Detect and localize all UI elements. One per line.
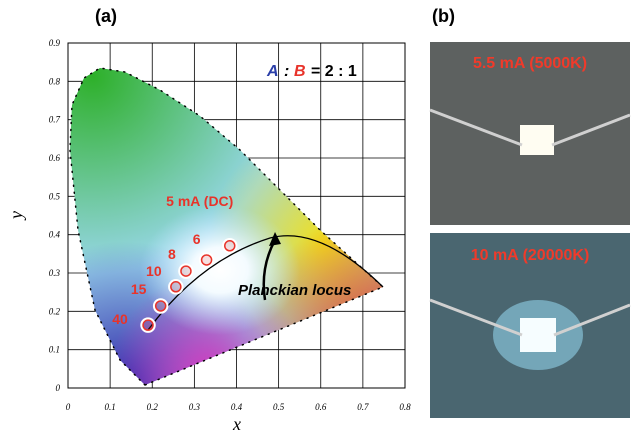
point-label: 8 (168, 246, 176, 262)
probe (551, 113, 631, 147)
photo: 5.5 mA (5000K) (429, 42, 631, 225)
y-tick-label: 0.5 (49, 191, 61, 201)
photo-caption: 10 mA (20000K) (471, 247, 590, 264)
arrow-head (269, 232, 281, 246)
x-tick-label: 0 (66, 402, 71, 412)
y-tick-label: 0.3 (49, 268, 61, 278)
ratio-b: B (294, 63, 306, 80)
data-point (178, 263, 194, 279)
data-point-ring (142, 319, 154, 331)
x-tick-label: 0.2 (147, 402, 159, 412)
y-tick-label: 0.2 (49, 306, 61, 316)
probe (429, 298, 523, 337)
ratio: A : B = 2 : 1 (266, 63, 357, 80)
x-tick-label: 0.6 (315, 402, 327, 412)
data-point (168, 279, 184, 295)
ratio-rest: = 2 : 1 (311, 63, 357, 80)
photo: 10 mA (20000K) (429, 233, 631, 418)
probe (553, 303, 631, 337)
point-label: 5 mA (DC) (166, 193, 233, 209)
panel-label: (b) (432, 6, 455, 26)
data-point-ring (180, 265, 192, 277)
spectral-locus (69, 67, 385, 386)
led-glow (520, 318, 556, 352)
y-tick-label: 0.7 (49, 115, 61, 125)
y-tick-label: 0.1 (49, 345, 60, 355)
led-glow (520, 125, 554, 155)
data-point (222, 238, 238, 254)
point-label: 10 (146, 263, 162, 279)
photo-caption: 5.5 mA (5000K) (473, 55, 587, 72)
x-tick-label: 0.8 (399, 402, 411, 412)
x-tick-label: 0.5 (273, 402, 285, 412)
panel-label: (a) (95, 6, 117, 26)
x-tick-label: 0.3 (189, 402, 201, 412)
data-point (152, 298, 169, 314)
x-tick-label: 0.1 (105, 402, 116, 412)
data-point (198, 252, 215, 268)
y-tick-label: 0.8 (49, 76, 61, 86)
probe (429, 108, 523, 147)
y-tick-label: 0 (56, 383, 61, 393)
data-point-ring (154, 300, 167, 312)
annotation: Planckian locus (238, 282, 351, 299)
ratio-sep: : (284, 63, 289, 80)
point-label: 40 (112, 311, 128, 327)
x-tick-label: 0.4 (231, 402, 243, 412)
point-label: 6 (193, 231, 201, 247)
data-point-ring (200, 254, 213, 266)
y-tick-label: 0.6 (49, 153, 61, 163)
y-axis-label: y (6, 211, 26, 221)
data-point-ring (170, 281, 182, 293)
ratio-a: A (266, 63, 279, 80)
chromaticity-region (70, 68, 383, 385)
point-label: 15 (131, 281, 147, 297)
y-tick-label: 0.4 (49, 230, 61, 240)
data-point-ring (224, 240, 236, 252)
x-axis-label: x (232, 414, 241, 434)
y-tick-label: 0.9 (49, 38, 61, 48)
data-point (140, 317, 156, 333)
x-tick-label: 0.7 (357, 402, 369, 412)
